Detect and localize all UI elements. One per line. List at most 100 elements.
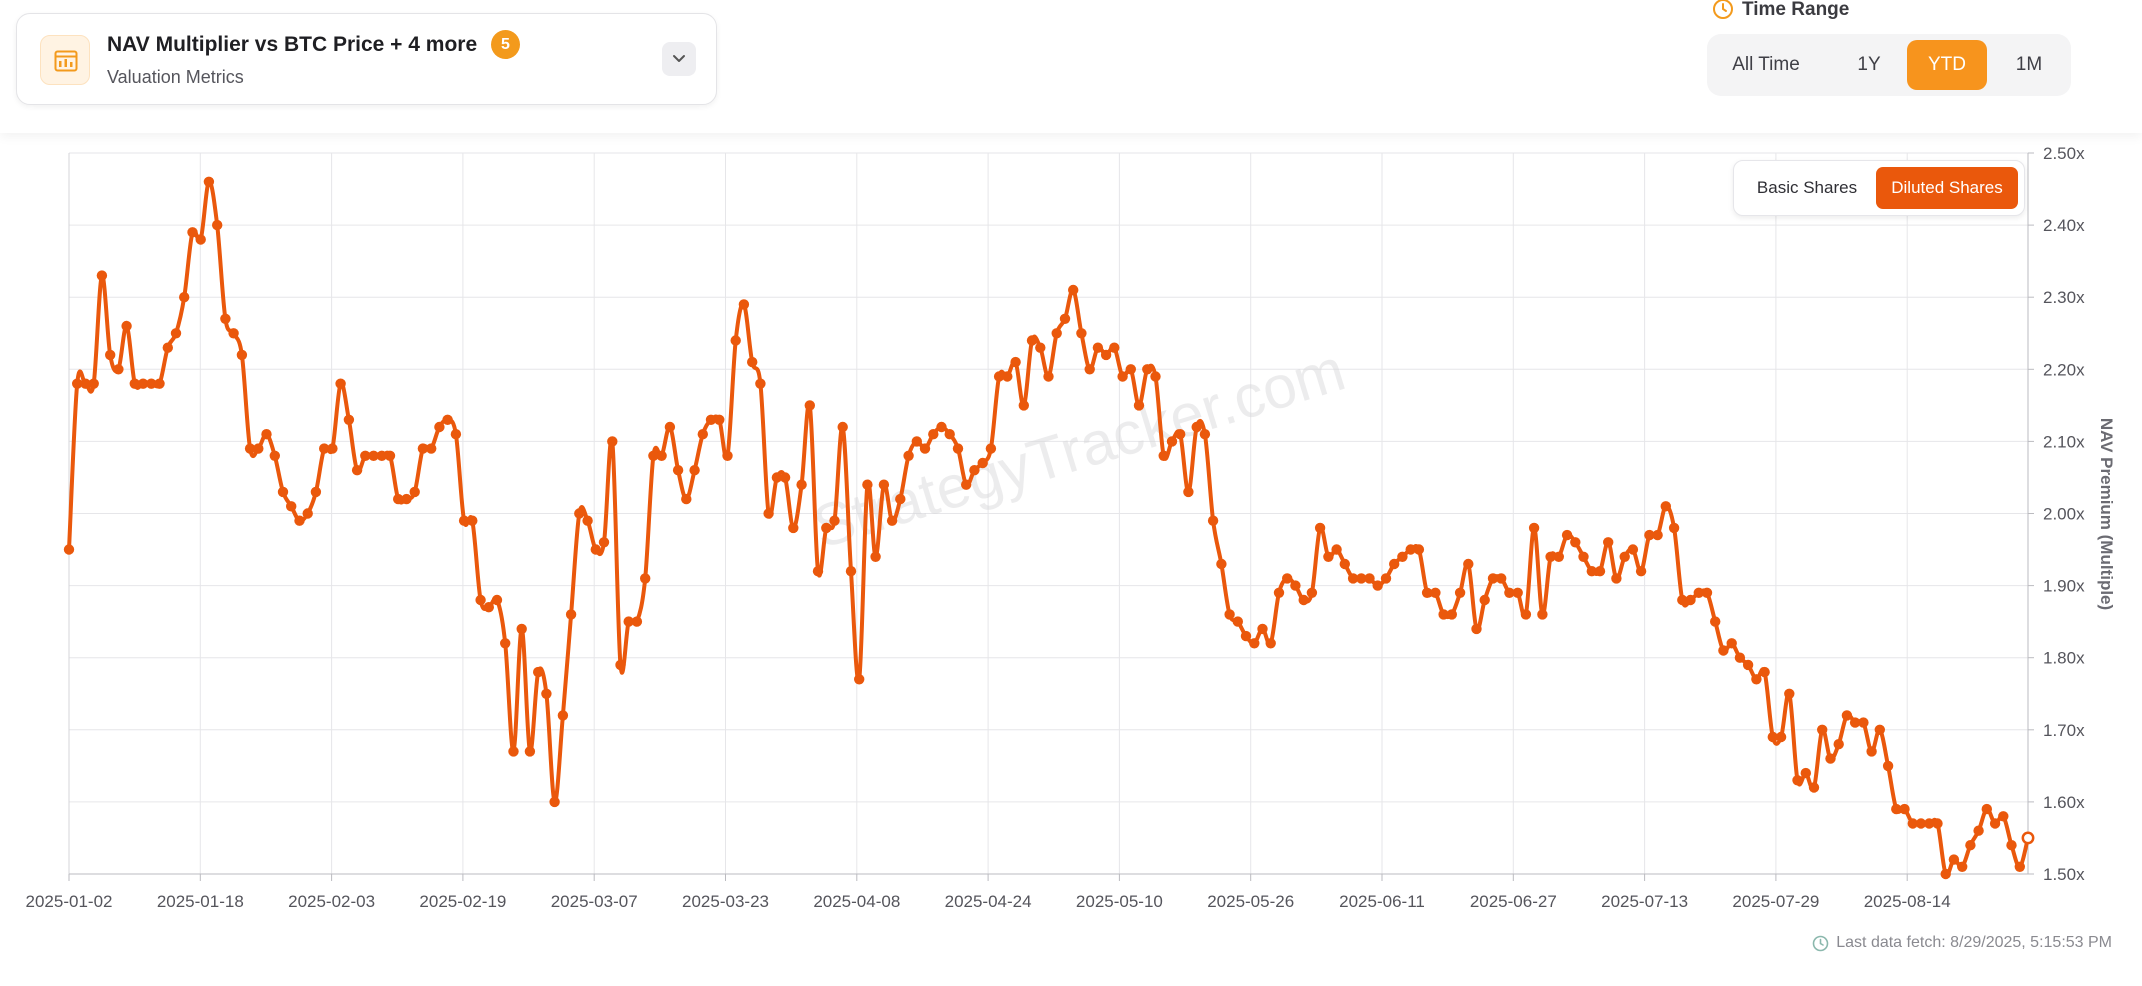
x-tick-label: 2025-07-29 <box>1732 892 1819 911</box>
y-tick-label: 1.80x <box>2043 649 2085 668</box>
data-point <box>779 472 791 483</box>
data-point <box>1718 645 1729 656</box>
data-point <box>417 443 429 454</box>
range-button-1m[interactable]: 1M <box>2015 54 2043 75</box>
data-point <box>1364 573 1375 584</box>
data-point <box>837 421 848 433</box>
data-point <box>763 508 774 519</box>
data-point <box>1841 710 1853 721</box>
data-point <box>137 378 149 389</box>
data-point <box>1635 566 1647 577</box>
data-point <box>557 710 569 721</box>
data-point <box>105 349 116 361</box>
range-button-ytd[interactable]: YTD <box>1907 40 1987 90</box>
data-point <box>952 443 964 454</box>
data-point <box>1899 803 1910 815</box>
data-point <box>1652 529 1663 541</box>
data-point <box>582 515 593 526</box>
y-tick-label: 2.20x <box>2043 360 2085 379</box>
data-point <box>928 429 939 440</box>
data-point <box>533 666 544 678</box>
data-point <box>648 450 659 461</box>
data-point <box>277 486 289 498</box>
data-point <box>623 616 634 627</box>
data-point <box>146 378 157 389</box>
data-point <box>228 328 239 339</box>
data-point <box>327 443 338 454</box>
data-point <box>1224 609 1235 620</box>
x-tick-label: 2025-04-24 <box>945 892 1032 911</box>
chart-table-icon <box>40 35 90 85</box>
range-button-1y[interactable]: 1Y <box>1857 54 1881 75</box>
time-range-selector: All Time 1Y YTD 1M <box>1707 34 2071 96</box>
data-point <box>1512 587 1523 598</box>
data-point <box>1454 587 1466 598</box>
data-point <box>63 544 75 555</box>
data-point <box>1915 818 1927 829</box>
data-point <box>483 602 494 613</box>
data-point <box>426 443 437 454</box>
data-point <box>450 429 462 440</box>
y-tick-label: 2.30x <box>2043 288 2085 307</box>
y-tick-label: 1.70x <box>2043 721 2085 740</box>
selector-subtitle: Valuation Metrics <box>107 67 244 87</box>
data-point <box>565 609 577 620</box>
x-tick-label: 2025-03-23 <box>682 892 769 911</box>
data-point <box>969 465 980 476</box>
x-tick-label: 2025-02-03 <box>288 892 375 911</box>
data-point <box>1142 364 1153 375</box>
data-point <box>1240 630 1252 642</box>
data-point <box>203 176 215 187</box>
time-range-heading: Time Range <box>1712 0 1849 22</box>
selector-dropdown-button[interactable] <box>662 42 696 76</box>
data-point <box>1347 573 1359 584</box>
data-point <box>1389 558 1400 570</box>
data-point <box>1627 544 1639 555</box>
y-tick-label: 2.50x <box>2043 144 2085 163</box>
data-point <box>1438 609 1449 620</box>
data-point <box>771 472 783 483</box>
data-point <box>1693 587 1705 598</box>
basic-shares-button[interactable]: Basic Shares <box>1756 178 1858 197</box>
data-point <box>1035 342 1046 353</box>
diluted-shares-button[interactable]: Diluted Shares <box>1876 167 2018 209</box>
data-point <box>1981 803 1993 815</box>
x-tick-label: 2025-08-14 <box>1864 892 1951 911</box>
data-point <box>1133 400 1145 411</box>
data-point <box>467 515 478 526</box>
data-point <box>1817 724 1828 735</box>
metric-selector[interactable]: NAV Multiplier vs BTC Price + 4 more 5 V… <box>16 13 717 105</box>
data-point <box>1792 775 1803 786</box>
data-point <box>96 270 108 281</box>
data-point <box>129 378 140 389</box>
data-point <box>1644 529 1655 541</box>
range-button-all-time[interactable]: All Time <box>1732 54 1800 75</box>
data-point <box>1866 746 1877 757</box>
data-point <box>376 450 387 461</box>
data-point <box>154 378 165 389</box>
data-point <box>1471 623 1482 635</box>
data-point <box>1957 861 1968 872</box>
data-point <box>1619 551 1630 562</box>
data-point <box>524 746 536 757</box>
data-point <box>1487 573 1499 584</box>
data-point <box>1397 551 1408 562</box>
time-range-label: Time Range <box>1742 0 1850 20</box>
data-point <box>244 443 256 454</box>
data-point <box>1726 638 1737 649</box>
y-tick-label: 2.40x <box>2043 216 2085 235</box>
data-point <box>1380 573 1392 584</box>
data-point <box>1430 587 1441 598</box>
data-point <box>2021 831 2035 845</box>
data-point <box>1710 616 1721 627</box>
data-point <box>1059 313 1071 324</box>
data-point <box>1907 818 1919 829</box>
data-point <box>1446 609 1458 620</box>
data-point <box>1175 429 1186 440</box>
data-point <box>936 421 947 433</box>
data-point <box>1808 782 1820 793</box>
data-point <box>1965 840 1976 851</box>
data-point <box>1216 558 1227 570</box>
data-point <box>458 515 470 526</box>
data-point <box>870 551 881 562</box>
